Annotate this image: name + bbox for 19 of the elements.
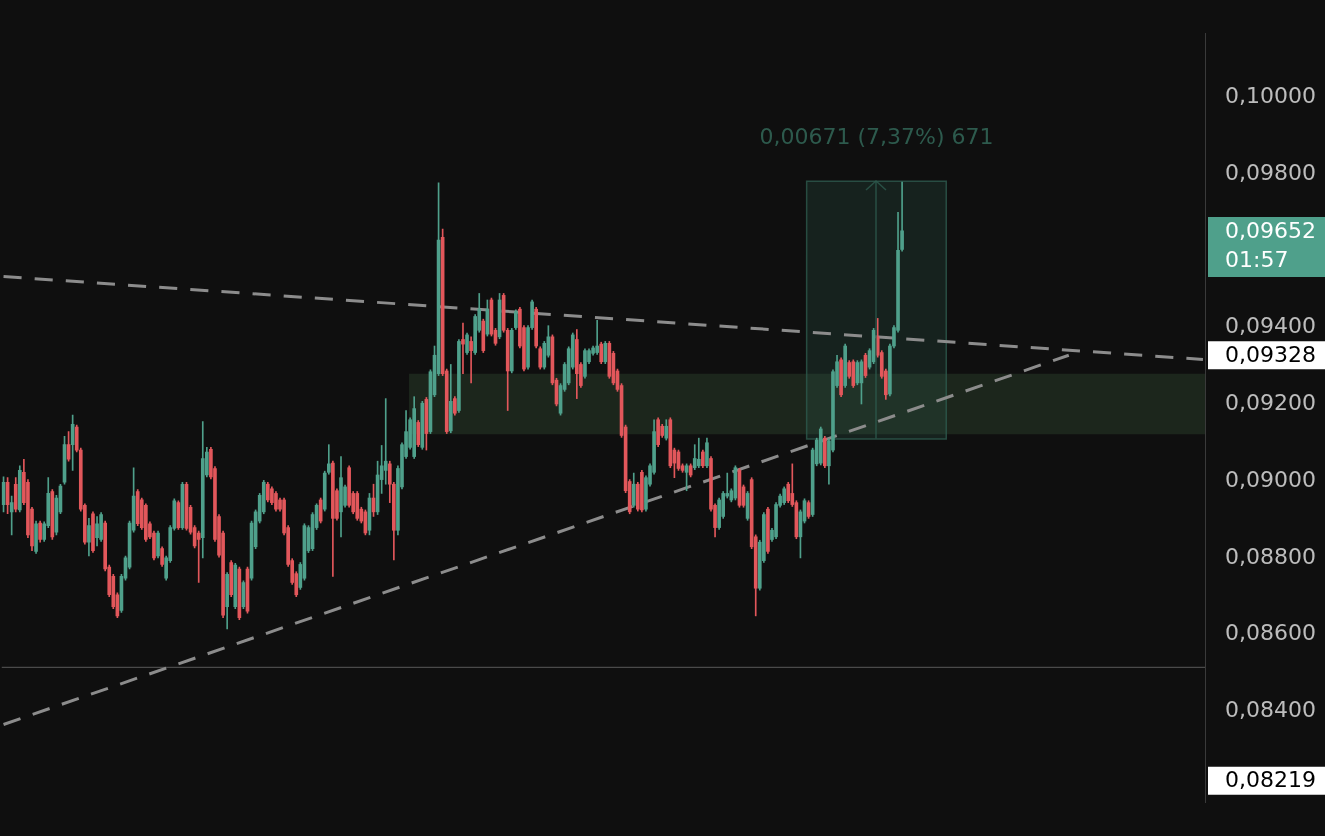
y-tick-label: 0,10000 bbox=[1225, 83, 1316, 109]
candlestick bbox=[595, 319, 599, 355]
y-tick-label: 0,08800 bbox=[1225, 543, 1316, 569]
y-tick-label: 0,09400 bbox=[1225, 313, 1316, 339]
candlestick bbox=[196, 530, 201, 583]
text: 0,09328 bbox=[1225, 341, 1316, 367]
text: 0,08219 bbox=[1225, 767, 1316, 793]
y-tick-label: 0,08400 bbox=[1225, 697, 1316, 723]
text: 01:57 bbox=[1225, 246, 1289, 272]
y-tick-label: 0,09000 bbox=[1225, 466, 1316, 492]
y-tick-label: 0,08600 bbox=[1225, 620, 1316, 646]
y-tick-label: 0,09800 bbox=[1225, 159, 1316, 185]
candlestick bbox=[469, 336, 473, 384]
band-label: 0,00671 (7,37%) 671 bbox=[759, 124, 994, 150]
candlestick bbox=[383, 398, 388, 485]
y-tick-label: 0,09200 bbox=[1225, 390, 1316, 416]
candlestick bbox=[696, 437, 701, 469]
candlestick bbox=[461, 322, 465, 374]
text: 0,09652 bbox=[1225, 217, 1316, 243]
